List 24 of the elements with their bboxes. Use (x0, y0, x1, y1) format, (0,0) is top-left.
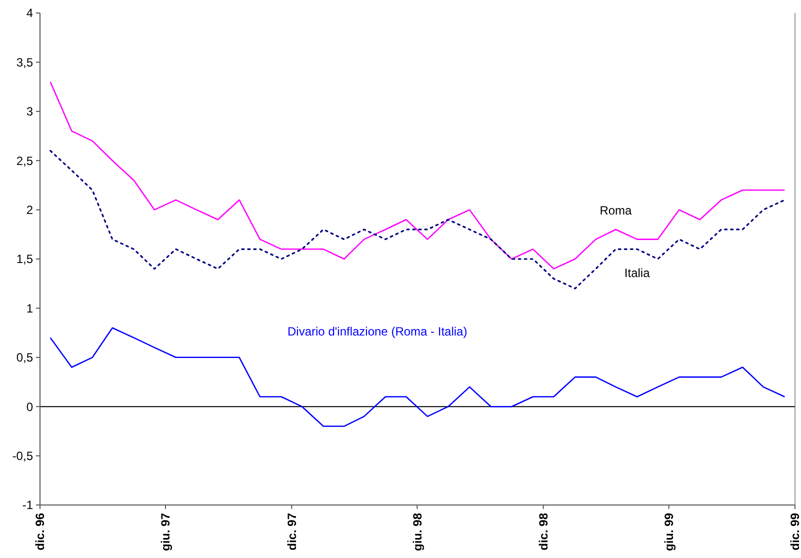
y-tick-label: 0 (26, 400, 34, 414)
x-tick-label: dic. 98 (536, 512, 551, 550)
text: Divario d'inflazione (Roma - Italia) (288, 324, 468, 338)
y-tick-label: 3 (26, 104, 34, 119)
y-tick-label: -1 (22, 498, 34, 512)
y-tick-label: 3,5 (16, 55, 34, 70)
x-tick-label: dic. 97 (284, 512, 299, 550)
line-series (50, 327, 786, 427)
x-tick-label: giu. 97 (158, 512, 173, 552)
x-tick-label: dic. 99 (788, 512, 801, 550)
x-tick-label: giu. 98 (410, 512, 424, 552)
y-tick-label: 0,5 (16, 350, 34, 365)
line-series (50, 150, 786, 290)
y-tick-label: 1 (26, 301, 34, 316)
y-tick-label: 1,5 (16, 252, 34, 266)
y-tick-label: 4 (26, 6, 34, 20)
y-tick-label: 2,5 (16, 154, 34, 168)
y-tick-label: -0,5 (12, 449, 34, 463)
x-tick-label: giu. 99 (662, 512, 676, 552)
y-tick-label: 2 (26, 203, 34, 217)
series-label: Italia (624, 266, 650, 280)
series-label: Roma (600, 203, 632, 218)
x-tick-label: dic. 96 (33, 512, 48, 550)
line-series (50, 81, 786, 270)
